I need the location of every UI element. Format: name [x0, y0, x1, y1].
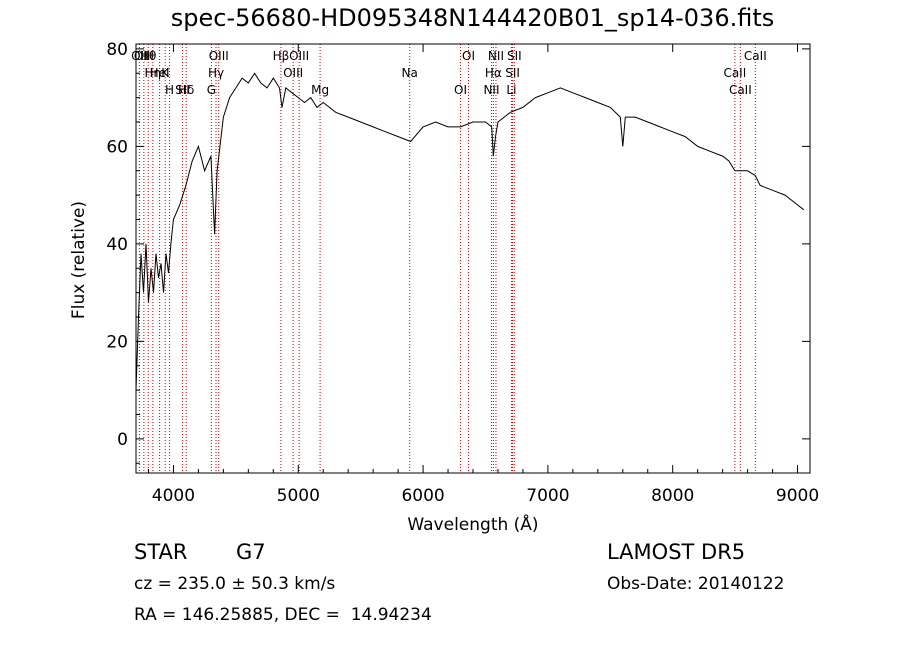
line-label: Hβ: [273, 49, 290, 63]
line-label: Mg: [311, 83, 329, 97]
line-label: CaII: [729, 83, 752, 97]
line-label: Hδ: [178, 83, 194, 97]
line-label: Hα: [485, 66, 502, 80]
x-tick-label: 6000: [401, 486, 444, 506]
x-tick-label: 9000: [776, 486, 819, 506]
y-tick-label: 0: [117, 430, 128, 450]
spectrum-line: [135, 72, 805, 391]
line-label: H: [165, 83, 174, 97]
line-markers: [138, 44, 756, 473]
line-label: G: [207, 83, 216, 97]
x-axis-ticks: 4000 5000 6000 7000 8000 9000: [147, 44, 819, 506]
y-axis-label: Flux (relative): [69, 201, 89, 319]
y-tick-label: 20: [106, 332, 128, 352]
line-label: OIII: [289, 49, 309, 63]
x-tick-label: 8000: [651, 486, 694, 506]
survey-label: LAMOST DR5: [607, 540, 746, 564]
line-label: SII: [507, 49, 522, 63]
chart-title: spec-56680-HD095348N144420B01_sp14-036.f…: [170, 4, 775, 32]
line-label: Hη: [145, 66, 162, 80]
line-label: NII: [488, 49, 504, 63]
line-label: OIII: [209, 49, 229, 63]
line-label: HeI: [150, 66, 170, 80]
line-label: SII: [505, 66, 520, 80]
line-label: Hθ: [140, 49, 156, 63]
redshift-text: cz = 235.0 ± 50.3 km/s: [134, 574, 336, 594]
line-label: OII: [131, 49, 148, 63]
y-tick-label: 60: [106, 137, 128, 157]
line-label: OI: [454, 83, 467, 97]
line-label: OI: [462, 49, 475, 63]
line-label: K: [161, 66, 170, 80]
x-axis-label: Wavelength (Å): [407, 513, 538, 535]
coordinates-text: RA = 146.25885, DEC = 14.94234: [134, 605, 432, 625]
object-subclass: G7: [236, 540, 266, 564]
line-label: NII: [483, 83, 499, 97]
obs-date-text: Obs-Date: 20140122: [607, 574, 785, 594]
line-label: Na: [402, 66, 418, 80]
x-tick-label: 7000: [526, 486, 569, 506]
y-tick-label: 40: [106, 235, 128, 255]
line-label: OIII: [283, 66, 303, 80]
line-label: Hγ: [208, 66, 224, 80]
object-class: STAR: [134, 540, 188, 564]
line-label: SII: [175, 83, 190, 97]
y-axis-ticks: 0 20 40 60 80: [106, 40, 810, 464]
line-label: CaII: [744, 49, 767, 63]
line-label: CaII: [723, 66, 746, 80]
line-label: Li: [506, 83, 516, 97]
plot-frame: [135, 43, 811, 474]
x-tick-label: 4000: [152, 486, 195, 506]
y-tick-label: 80: [106, 40, 128, 60]
x-tick-label: 5000: [277, 486, 320, 506]
line-label: OIII: [134, 49, 154, 63]
